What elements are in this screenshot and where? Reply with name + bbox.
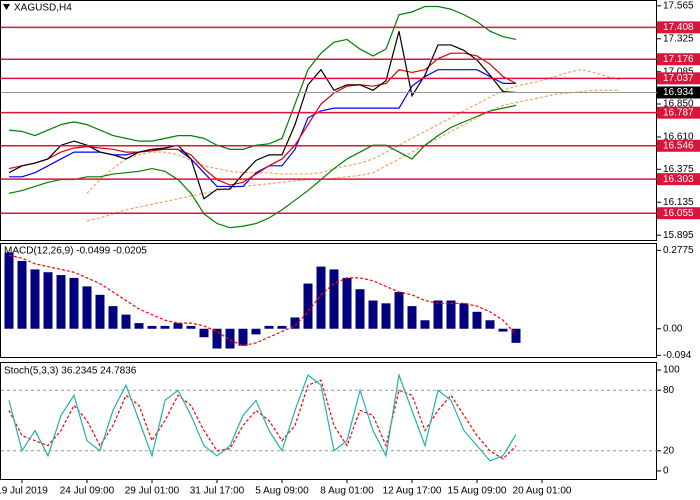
series-line bbox=[8, 52, 517, 186]
y-tick-label: 80 bbox=[663, 385, 675, 396]
y-tick-label: 15.895 bbox=[663, 230, 694, 241]
series-line bbox=[9, 69, 516, 188]
macd-bar bbox=[303, 283, 313, 329]
level-label-box bbox=[657, 53, 700, 66]
y-tick-label: -0.094 bbox=[663, 350, 692, 361]
macd-bar bbox=[433, 300, 443, 329]
y-tick-label: 17.325 bbox=[663, 33, 694, 44]
y-tick-label: 16.135 bbox=[663, 197, 694, 208]
series-line bbox=[86, 69, 621, 194]
macd-bar bbox=[498, 328, 508, 332]
macd-panel-frame bbox=[0, 243, 657, 358]
level-label-box bbox=[657, 72, 700, 85]
level-label-box bbox=[657, 106, 700, 119]
level-label-box bbox=[657, 173, 700, 186]
macd-bar bbox=[420, 320, 430, 329]
macd-bar bbox=[121, 314, 131, 329]
macd-bar bbox=[30, 269, 40, 329]
series-line bbox=[86, 89, 620, 222]
x-tick-label: 15 Aug 09:00 bbox=[448, 486, 507, 497]
series-line bbox=[8, 254, 517, 347]
y-tick-label: 17.565 bbox=[663, 0, 694, 11]
series-line bbox=[8, 372, 517, 462]
macd-bar bbox=[277, 325, 287, 329]
series-line bbox=[8, 5, 517, 150]
level-label: 16.055 bbox=[663, 208, 694, 219]
last-price-label: 16.934 bbox=[663, 87, 694, 98]
macd-bar bbox=[459, 303, 469, 329]
macd-bar bbox=[173, 323, 183, 329]
series-line bbox=[8, 104, 517, 229]
x-tick-label: 8 Aug 01:00 bbox=[320, 486, 374, 497]
macd-bar bbox=[4, 252, 14, 329]
y-tick-label: 0 bbox=[663, 466, 669, 477]
y-tick-label: 16.375 bbox=[663, 164, 694, 175]
y-tick-label: 0.2775 bbox=[663, 245, 694, 256]
y-tick-label: 0.00 bbox=[663, 323, 683, 334]
x-tick-label: 5 Aug 09:00 bbox=[255, 486, 309, 497]
macd-bar bbox=[394, 292, 404, 329]
macd-bar bbox=[342, 277, 352, 329]
y-tick-label: 20 bbox=[663, 445, 675, 456]
level-label: 17.408 bbox=[663, 22, 694, 33]
panel-title: XAGUSD,H4 bbox=[14, 3, 72, 14]
macd-bar bbox=[160, 325, 170, 329]
level-label: 17.176 bbox=[663, 54, 694, 65]
macd-bar bbox=[186, 325, 196, 329]
x-tick-label: 24 Jul 09:00 bbox=[60, 486, 115, 497]
x-tick-label: 31 Jul 17:00 bbox=[190, 486, 245, 497]
y-tick-label: 17.085 bbox=[663, 66, 694, 77]
series-line bbox=[8, 31, 517, 200]
level-label-box bbox=[657, 21, 700, 34]
macd-bar bbox=[212, 328, 222, 349]
x-tick-label: 20 Aug 01:00 bbox=[513, 486, 572, 497]
level-label: 16.546 bbox=[663, 140, 694, 151]
macd-bar bbox=[108, 306, 118, 329]
macd-bar bbox=[472, 311, 482, 329]
macd-bar bbox=[407, 306, 417, 329]
x-tick-label: 12 Aug 17:00 bbox=[383, 486, 442, 497]
x-tick-label: 19 Jul 2019 bbox=[0, 486, 48, 497]
level-label-box bbox=[657, 139, 700, 152]
macd-bar bbox=[56, 275, 66, 329]
macd-bar bbox=[316, 266, 326, 329]
macd-bar bbox=[329, 269, 339, 329]
macd-bar bbox=[368, 300, 378, 329]
macd-bar bbox=[264, 325, 274, 329]
macd-bar bbox=[43, 272, 53, 329]
level-label: 16.787 bbox=[663, 107, 694, 118]
symbol-icon bbox=[3, 4, 10, 10]
y-tick-label: 100 bbox=[663, 365, 680, 376]
macd-bar bbox=[199, 328, 209, 338]
y-tick-label: 16.610 bbox=[663, 132, 694, 143]
level-label: 16.303 bbox=[663, 174, 694, 185]
macd-bar bbox=[134, 323, 144, 329]
macd-bar bbox=[225, 328, 235, 349]
panel-title: MACD(12,26,9) -0.0499 -0.0205 bbox=[4, 246, 147, 257]
level-label: 17.037 bbox=[663, 73, 694, 84]
macd-bar bbox=[69, 277, 79, 329]
macd-bar bbox=[485, 320, 495, 329]
macd-bar bbox=[290, 317, 300, 329]
macd-bar bbox=[355, 289, 365, 329]
macd-bar bbox=[381, 303, 391, 329]
macd-bar bbox=[17, 260, 27, 329]
last-price-box bbox=[657, 86, 700, 99]
macd-bar bbox=[511, 328, 521, 343]
macd-bar bbox=[251, 328, 261, 335]
main-panel-frame bbox=[0, 0, 657, 241]
macd-bar bbox=[95, 294, 105, 329]
macd-bar bbox=[238, 328, 248, 346]
macd-bar bbox=[147, 325, 157, 329]
level-label-box bbox=[657, 207, 700, 220]
macd-bar bbox=[82, 286, 92, 329]
x-tick-label: 29 Jul 01:00 bbox=[125, 486, 180, 497]
panel-title: Stoch(5,3,3) 36.2345 24.7836 bbox=[4, 366, 137, 377]
macd-bar bbox=[446, 300, 456, 329]
y-tick-label: 16.850 bbox=[663, 99, 694, 110]
stoch-panel-frame bbox=[0, 362, 657, 480]
